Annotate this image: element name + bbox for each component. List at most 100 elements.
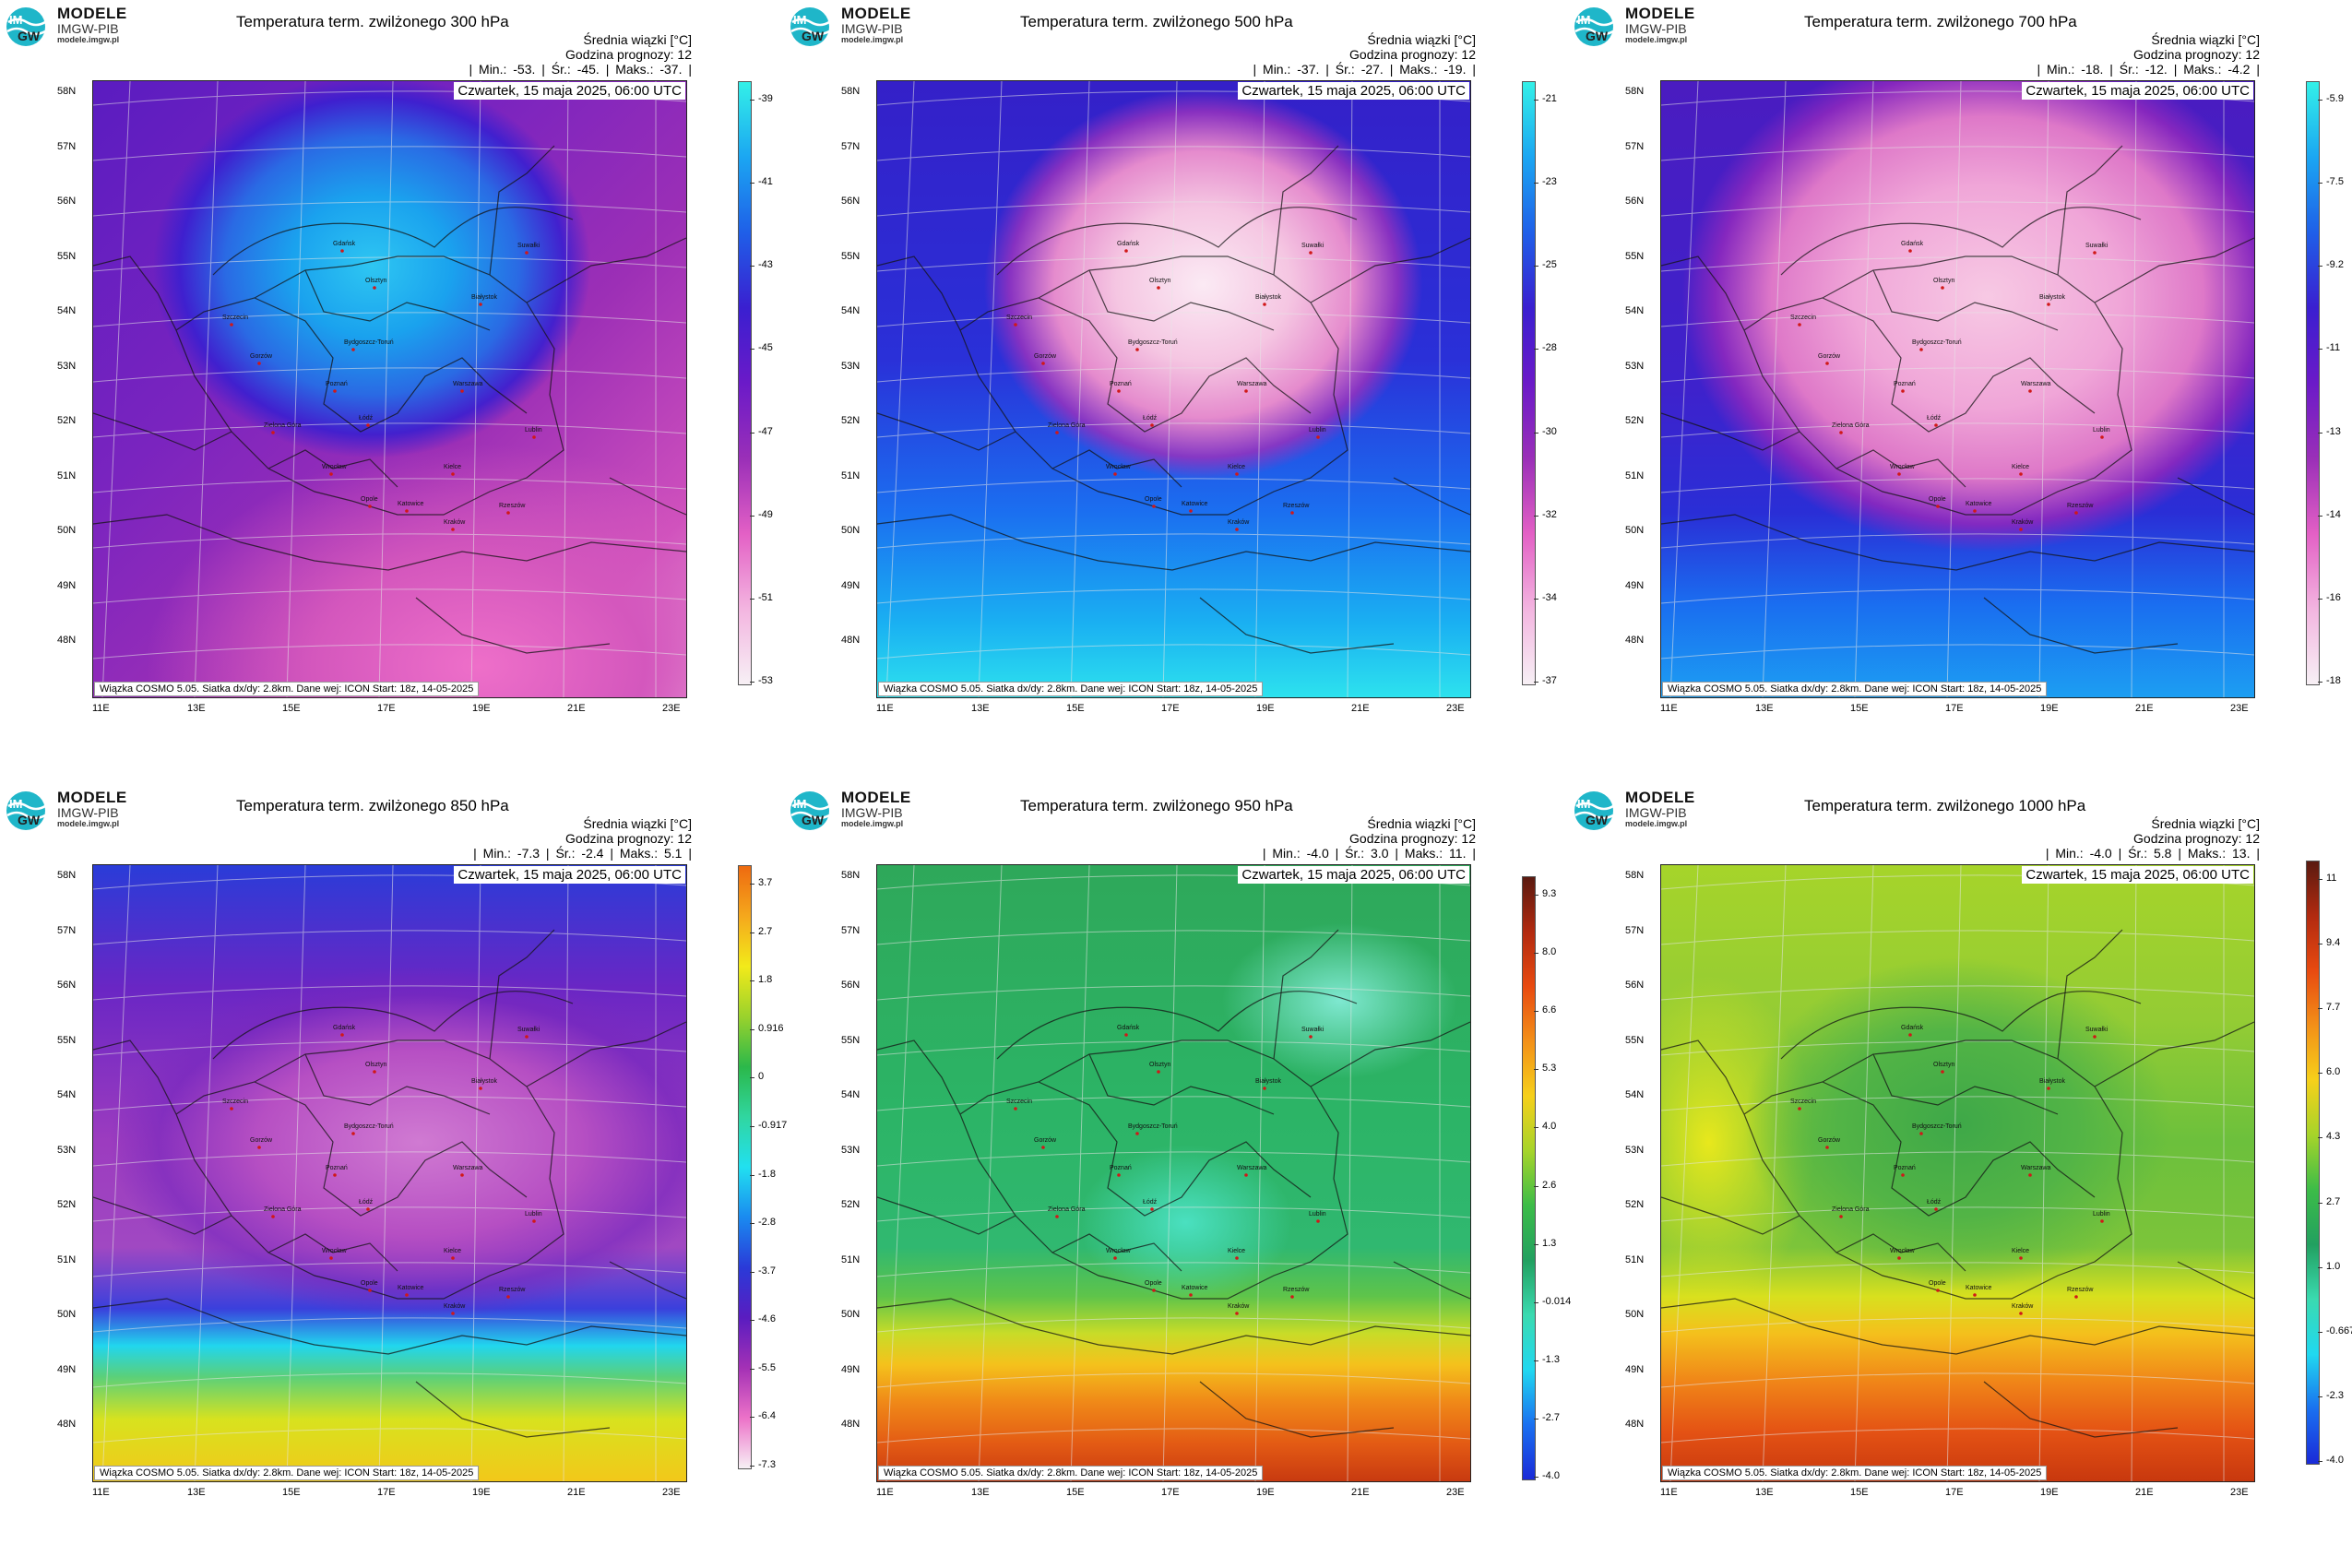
city-label: Białystok [1255, 294, 1282, 301]
city-label: Katowice [398, 1285, 424, 1291]
colorbar-tick-label: 1.3 [1533, 1237, 1557, 1249]
longitude-label: 21E [567, 1487, 586, 1498]
city-label: Olsztyn [1149, 1062, 1170, 1068]
city-label: Opole [1929, 1280, 1946, 1287]
brand-block: MODELE IMGW-PIB modele.imgw.pl [841, 790, 911, 828]
city-label: Wrocław [322, 464, 348, 470]
stats-line: | Min.: -37. | Śr.: -27. | Maks.: -19. | [1253, 62, 1477, 77]
brand-org: IMGW-PIB [57, 20, 119, 36]
temperature-field [877, 81, 1470, 697]
city-label: Zielona Góra [1832, 422, 1870, 429]
city-marker [271, 1215, 275, 1218]
info-line-mean: Średnia wiązki [°C] [583, 816, 692, 831]
latitude-label: 55N [57, 1034, 77, 1046]
latitude-label: 48N [841, 1419, 861, 1430]
brand-name: MODELE [841, 789, 911, 806]
city-marker [366, 423, 370, 427]
city-label: Bydgoszcz-Toruń [1912, 1123, 1962, 1130]
longitude-label: 11E [1660, 703, 1678, 714]
city-label: Warszawa [1237, 381, 1267, 387]
info-line-mean: Średnia wiązki [°C] [583, 32, 692, 47]
colorbar-tick-label: -28 [1534, 342, 1557, 354]
city-marker [1897, 1256, 1901, 1260]
latitude-label: 51N [57, 469, 77, 481]
country-borders [1661, 145, 2254, 654]
colorbar-tick-label: -1.8 [750, 1168, 776, 1180]
map-overlay: Gdańsk Olsztyn Szczecin Bydgoszcz-Toruń Biał… [93, 865, 686, 1481]
info-block: Średnia wiązki [°C] Godzina prognozy: 12 [2133, 816, 2260, 846]
city-marker [2019, 472, 2023, 476]
brand-org: IMGW-PIB [57, 804, 119, 820]
city-label: Suwałki [517, 1027, 540, 1033]
city-label: Olsztyn [1933, 1062, 1954, 1068]
city-marker [1934, 1207, 1938, 1211]
city-marker [1014, 323, 1017, 327]
longitude-label: 21E [2135, 703, 2154, 714]
longitude-label: 13E [971, 703, 990, 714]
panel-title: Temperatura term. zwilżonego 700 hPa [1804, 13, 2077, 30]
latitude-label: 49N [1625, 579, 1645, 591]
city-marker [2019, 1312, 2023, 1315]
latitude-label: 56N [57, 196, 77, 207]
stats-line: | Min.: -53. | Śr.: -45. | Maks.: -37. | [469, 62, 693, 77]
map-overlay: Gdańsk Olsztyn Szczecin Bydgoszcz-Toruń Biał… [1661, 81, 2254, 697]
city-label: Suwałki [1301, 1027, 1324, 1033]
colorbar-tick-label: -43 [750, 259, 773, 271]
city-label: Kraków [1228, 519, 1250, 526]
brand-org: IMGW-PIB [841, 804, 903, 820]
city-marker [479, 303, 482, 306]
latitude-label: 48N [57, 635, 77, 646]
city-marker [2028, 1173, 2032, 1177]
city-label: Gdańsk [1117, 241, 1140, 247]
longitude-label: 17E [377, 703, 396, 714]
colorbar [738, 81, 752, 685]
city-marker [1244, 1173, 1248, 1177]
city-label: Suwałki [2085, 243, 2108, 249]
latitude-label: 48N [1625, 635, 1645, 646]
map-overlay: Gdańsk Olsztyn Szczecin Bydgoszcz-Toruń Biał… [877, 865, 1470, 1481]
logo-text-top: IM [1577, 13, 1590, 27]
longitude-label: 19E [472, 1487, 491, 1498]
city-marker [257, 362, 261, 365]
city-marker [1263, 1087, 1266, 1090]
imgw-logo-icon: IM GW [789, 790, 837, 832]
longitude-label: 21E [1351, 703, 1370, 714]
brand-name: MODELE [57, 5, 127, 22]
city-marker [230, 1107, 233, 1111]
latitude-label: 51N [841, 1253, 861, 1265]
city-label: Szczecin [1006, 1099, 1032, 1105]
latitude-label: 53N [1625, 1144, 1645, 1156]
coastline [212, 991, 574, 1060]
temperature-field [93, 81, 686, 697]
map-area: Gdańsk Olsztyn Szczecin Bydgoszcz-Toruń Biał… [876, 80, 1471, 698]
latitude-label: 58N [57, 870, 77, 881]
colorbar-tick-label: 4.3 [2317, 1131, 2341, 1143]
brand-site: modele.imgw.pl [841, 818, 904, 828]
city-marker [451, 472, 455, 476]
city-label: Zielona Góra [1048, 422, 1086, 429]
latitude-label: 53N [841, 1144, 861, 1156]
latitude-label: 53N [57, 360, 77, 372]
info-block: Średnia wiązki [°C] Godzina prognozy: 12 [1349, 816, 1476, 846]
city-label: Kraków [2012, 519, 2034, 526]
forecast-date: Czwartek, 15 maja 2025, 06:00 UTC [454, 866, 685, 884]
city-label: Suwałki [1301, 243, 1324, 249]
latitude-label: 54N [1625, 1089, 1645, 1100]
latitude-label: 55N [57, 250, 77, 262]
city-marker [1041, 1146, 1045, 1149]
latitude-label: 54N [841, 1089, 861, 1100]
source-info: Wiązka COSMO 5.05. Siatka dx/dy: 2.8km. … [94, 1466, 480, 1480]
latitude-label: 49N [57, 1363, 77, 1375]
forecast-date: Czwartek, 15 maja 2025, 06:00 UTC [1238, 82, 1469, 100]
longitude-label: 21E [1351, 1487, 1370, 1498]
colorbar [2306, 861, 2320, 1465]
city-label: Łódź [1927, 1199, 1942, 1206]
city-marker [1041, 362, 1045, 365]
colorbar-tick-label: -4.6 [750, 1313, 776, 1325]
city-label: Łódź [359, 415, 374, 422]
source-info: Wiązka COSMO 5.05. Siatka dx/dy: 2.8km. … [94, 682, 480, 696]
city-label: Warszawa [453, 381, 483, 387]
longitude-label: 11E [876, 1487, 894, 1498]
forecast-date: Czwartek, 15 maja 2025, 06:00 UTC [454, 82, 685, 100]
longitude-label: 19E [1256, 703, 1275, 714]
